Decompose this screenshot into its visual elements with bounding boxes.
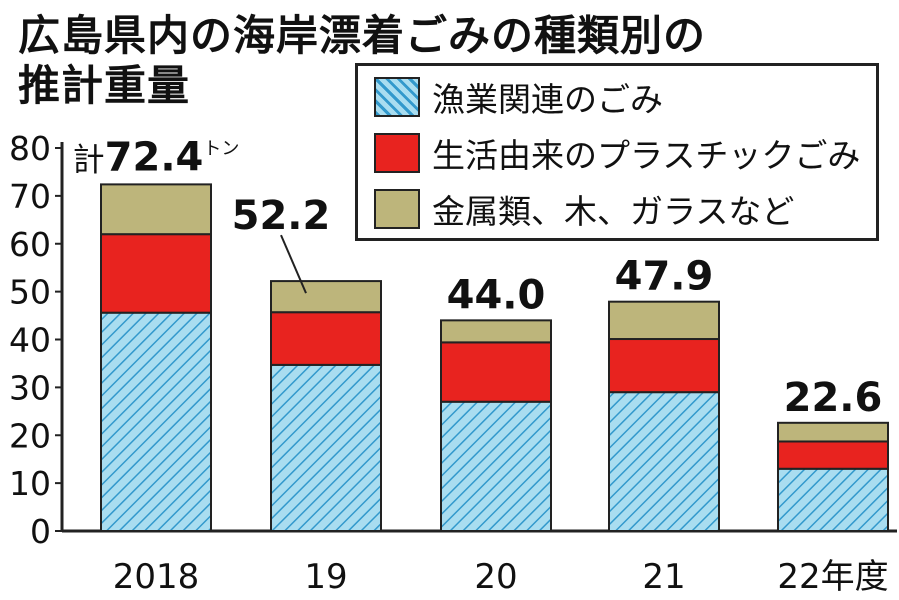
- y-tick-label-40: 40: [9, 321, 51, 360]
- total-label: 44.0: [447, 272, 546, 318]
- x-tick-label: 19: [304, 557, 347, 597]
- total-label: 47.9: [615, 254, 714, 300]
- y-tick-label-30: 30: [9, 368, 51, 407]
- y-tick-label-20: 20: [9, 416, 51, 455]
- y-tick-label-50: 50: [9, 273, 51, 312]
- y-tick-label-60: 60: [9, 225, 51, 264]
- bar-segment-metal: [608, 300, 720, 341]
- y-tick-label-10: 10: [9, 464, 51, 503]
- total-label: 計72.4トン: [73, 134, 240, 180]
- legend-item-metal: 金属類、木、ガラスなど: [374, 184, 794, 234]
- y-tick-label-0: 0: [30, 512, 51, 551]
- legend-item-plastic: 生活由来のプラスチックごみ: [374, 128, 860, 178]
- bar-segment-fishery: [440, 400, 552, 532]
- x-tick-label: 21: [642, 557, 685, 597]
- legend-label-metal: 金属類、木、ガラスなど: [432, 192, 795, 231]
- unit-label: トン: [203, 138, 239, 159]
- x-tick-label: 20: [474, 557, 517, 597]
- bar-segment-plastic: [608, 338, 720, 394]
- bar-segment-fishery: [270, 363, 382, 532]
- legend-swatch-fishery: [374, 77, 420, 117]
- bar-segment-fishery: [100, 311, 212, 532]
- legend-label-plastic: 生活由来のプラスチックごみ: [432, 136, 861, 175]
- chart-title-line-1: 広島県内の海岸漂着ごみの種類別の: [18, 11, 707, 60]
- bar-segment-plastic: [100, 233, 212, 314]
- y-tick-label-80: 80: [9, 129, 51, 168]
- legend-item-fishery: 漁業関連のごみ: [374, 72, 663, 122]
- bar-segment-plastic: [440, 341, 552, 403]
- chart-title-line-2: 推計重量: [18, 61, 191, 110]
- leader-line: [280, 234, 307, 294]
- bar-segment-fishery: [777, 467, 889, 533]
- total-value: 72.4: [105, 134, 204, 180]
- bar-segment-metal: [777, 421, 889, 443]
- total-label: 52.2: [232, 193, 331, 239]
- legend: 漁業関連のごみ 生活由来のプラスチックごみ 金属類、木、ガラスなど: [355, 63, 879, 241]
- x-tick-label: 2018: [113, 557, 200, 597]
- legend-swatch-plastic: [374, 133, 420, 173]
- total-prefix: 計: [73, 140, 105, 178]
- total-label: 22.6: [784, 375, 883, 421]
- legend-swatch-metal: [374, 189, 420, 229]
- bar-segment-plastic: [777, 440, 889, 470]
- legend-label-fishery: 漁業関連のごみ: [432, 80, 663, 119]
- bar-segment-metal: [270, 280, 382, 314]
- bar-segment-metal: [440, 319, 552, 344]
- bar-segment-plastic: [270, 311, 382, 366]
- bar-segment-fishery: [608, 391, 720, 532]
- x-tick-label: 22年度: [777, 557, 888, 597]
- bar-segment-metal: [100, 183, 212, 236]
- y-tick-label-70: 70: [9, 177, 51, 216]
